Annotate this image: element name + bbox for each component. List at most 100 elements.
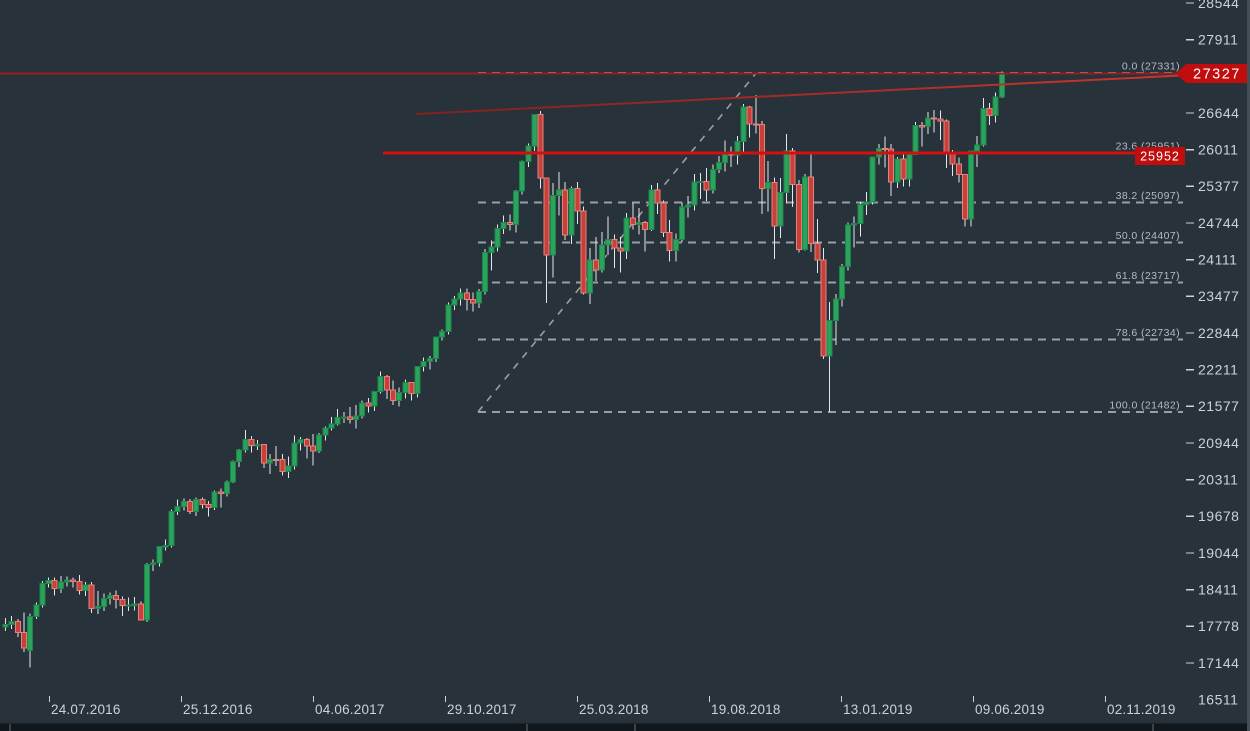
candle-body <box>660 202 667 233</box>
candle-body <box>248 438 255 446</box>
candle-body <box>611 238 618 249</box>
candle-body <box>365 402 372 407</box>
candle-body <box>771 181 778 227</box>
y-tick-label: 20311 <box>1198 471 1238 487</box>
current-price-tag <box>1176 63 1250 83</box>
candle-body <box>765 181 772 189</box>
bottom-bar-edge <box>0 723 1250 724</box>
y-tick-label: 19044 <box>1198 545 1239 561</box>
candle-body <box>494 227 501 248</box>
candle-body <box>709 168 716 191</box>
candle-body <box>635 221 642 226</box>
candle-body <box>918 125 925 128</box>
candle-body <box>199 499 206 505</box>
candle-body <box>88 584 95 610</box>
candle-body <box>242 438 249 451</box>
candle-body <box>168 511 175 547</box>
candle-body <box>125 604 132 607</box>
candle-body <box>691 181 698 206</box>
price-axis[interactable]: 28544 27911 26644 26011 25377 24744 24111 23477… <box>1186 0 1239 707</box>
candle-body <box>414 365 421 395</box>
candle-body <box>371 391 378 407</box>
candlestick-series <box>2 71 1005 668</box>
y-tick-label: 28544 <box>1198 0 1239 11</box>
ascending-trendline[interactable] <box>415 71 1250 115</box>
candle-body <box>27 615 34 651</box>
candle-body <box>715 161 722 170</box>
candle-body <box>322 427 329 436</box>
candle-body <box>857 203 864 224</box>
candle-body <box>150 562 157 565</box>
candle-body <box>433 336 439 359</box>
candle-body <box>900 158 907 180</box>
candle-body <box>217 491 224 495</box>
y-tick-label: 26644 <box>1198 105 1239 121</box>
y-tick-label: 18411 <box>1198 581 1238 597</box>
candle-body <box>297 438 304 444</box>
candle-body <box>359 402 366 417</box>
candle-body <box>476 291 483 304</box>
candle-body <box>303 438 310 447</box>
candle-body <box>734 140 741 156</box>
candle-body <box>703 180 710 191</box>
bottom-bar-track[interactable] <box>0 724 1250 731</box>
candle-body <box>94 605 101 610</box>
candle-body <box>426 357 433 363</box>
x-tick-label: 29.10.2017 <box>447 702 517 717</box>
candle-body <box>39 583 46 606</box>
candle-body <box>931 117 938 120</box>
candle-body <box>266 458 273 464</box>
candle-body <box>353 415 360 420</box>
fib-level-label: 61.8 (23717) <box>1116 270 1180 282</box>
candle-body <box>119 599 126 606</box>
candle-body <box>187 500 193 512</box>
candle-body <box>943 120 950 155</box>
candle-body <box>316 434 323 452</box>
fib-base-diagonal[interactable] <box>477 72 757 413</box>
x-tick-label: 24.07.2016 <box>51 702 121 717</box>
candle-body <box>820 259 827 357</box>
candle-body <box>193 499 200 512</box>
y-tick-label: 24111 <box>1198 251 1237 267</box>
candle-body <box>623 217 630 252</box>
y-tick-label: 23477 <box>1198 288 1239 304</box>
candle-body <box>20 631 27 649</box>
candle-body <box>777 191 784 227</box>
fib-level-label: 78.6 (22734) <box>1116 327 1180 339</box>
candle-body <box>285 465 292 472</box>
candle-body <box>605 238 612 246</box>
bottom-bar-separator <box>1152 724 1154 731</box>
candle-body <box>838 265 845 300</box>
candle-body <box>82 584 89 592</box>
y-tick-label: 22844 <box>1198 325 1239 341</box>
candle-body <box>894 158 901 183</box>
candle-body <box>113 595 120 601</box>
right-border <box>1247 0 1250 731</box>
candle-body <box>580 210 587 294</box>
candle-body <box>76 580 83 592</box>
y-tick-label: 26011 <box>1198 141 1238 157</box>
fib-level-label: 50.0 (24407) <box>1116 230 1180 242</box>
candle-body <box>654 189 661 204</box>
candle-body <box>131 603 138 606</box>
candle-body <box>64 579 70 583</box>
y-tick-label: 21577 <box>1198 398 1239 414</box>
candle-body <box>740 106 747 142</box>
candle-body <box>420 361 427 367</box>
candle-body <box>685 204 692 208</box>
candle-body <box>986 108 993 117</box>
candle-body <box>457 292 464 300</box>
hline-price-tag-text: 25952 <box>1140 150 1180 164</box>
candle-body <box>679 206 685 241</box>
trendline[interactable] <box>415 71 1250 115</box>
candle-body <box>980 108 987 146</box>
candle-body <box>230 461 237 483</box>
candle-body <box>396 392 403 402</box>
candle-body <box>974 144 981 152</box>
x-tick-label: 04.06.2017 <box>315 702 385 717</box>
candle-body <box>888 148 895 183</box>
time-axis[interactable]: 24.07.2016 25.12.2016 04.06.2017 29.10.2017… <box>49 696 1176 717</box>
candle-body <box>451 298 458 306</box>
candle-body <box>949 153 956 165</box>
